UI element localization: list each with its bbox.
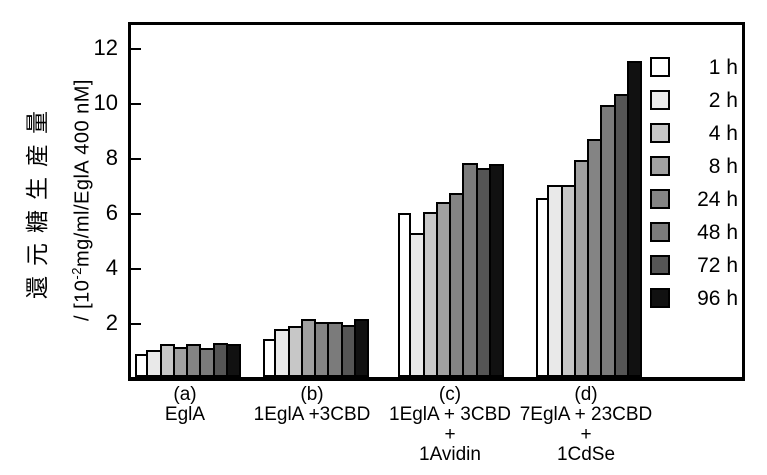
x-group-line: + [580, 424, 592, 445]
legend-swatch [650, 222, 670, 242]
x-group-line: 1Avidin [419, 444, 481, 465]
legend-item: 8 h [650, 154, 738, 178]
legend-swatch [650, 156, 670, 176]
y-tick-label: 6 [105, 200, 118, 225]
legend-item: 4 h [650, 121, 738, 145]
legend-label: 48 h [697, 220, 738, 244]
legend-swatch [650, 189, 670, 209]
legend-swatch [650, 288, 670, 308]
bar-group-d [536, 25, 642, 377]
bar [225, 344, 241, 377]
x-group-tag: (d) [574, 384, 598, 405]
y-tick-label: 8 [105, 145, 118, 170]
legend-label: 1 h [708, 55, 738, 79]
bar-group-a [135, 25, 241, 377]
legend-label: 96 h [697, 286, 738, 310]
bar [626, 60, 642, 377]
y-tick-mark [131, 213, 141, 215]
x-group-line: + [444, 424, 456, 445]
bar-group-c [398, 25, 504, 377]
x-axis-labels: (a) EglA (b) 1EglA +3CBD (c) 1EglA + 3CBD +1Av… [0, 378, 767, 475]
y-tick-label: 10 [93, 90, 118, 115]
y-tick-mark [131, 48, 141, 50]
legend-swatch [650, 123, 670, 143]
x-group-tag: (b) [300, 384, 324, 405]
x-group-line: 1CdSe [556, 444, 616, 465]
bar [353, 319, 369, 377]
y-tick-mark [131, 103, 141, 105]
y-tick-label: 12 [93, 35, 118, 60]
legend-item: 24 h [650, 187, 738, 211]
x-group-label-c: (c) 1EglA + 3CBD +1Avidin [355, 384, 545, 465]
y-tick-label: 2 [105, 310, 118, 335]
legend-swatch [650, 90, 670, 110]
bar-group-b [263, 25, 369, 377]
legend-item: 1 h [650, 55, 738, 79]
x-group-label-a: (a) EglA [90, 384, 280, 425]
legend-swatch [650, 57, 670, 77]
legend-item: 96 h [650, 286, 738, 310]
legend-label: 4 h [708, 121, 738, 145]
legend-swatch [650, 255, 670, 275]
legend: 1 h 2 h 4 h 8 h 24 h 48 h 72 h 96 h [650, 57, 738, 321]
y-axis-label-line1: 還元糖生産量 [24, 101, 50, 299]
x-group-tag: (c) [438, 384, 462, 405]
legend-label: 8 h [708, 154, 738, 178]
plot-area: 2 4 6 8 10 12 1 h 2 h 4 h 8 h 24 h 48 h 72 h 96 h [94, 22, 745, 381]
x-group-tag: (a) [173, 384, 197, 405]
bar [488, 163, 504, 377]
legend-label: 2 h [708, 88, 738, 112]
x-group-line: 1EglA + 3CBD [389, 404, 511, 425]
x-group-label-d: (d) 7EglA + 23CBD +1CdSe [491, 384, 681, 465]
legend-label: 24 h [697, 187, 738, 211]
x-group-line: EglA [164, 404, 206, 425]
x-group-line: 1EglA +3CBD [253, 404, 371, 425]
y-tick-mark [131, 158, 141, 160]
legend-item: 72 h [650, 253, 738, 277]
legend-item: 48 h [650, 220, 738, 244]
x-group-line: 7EglA + 23CBD [519, 404, 653, 425]
y-tick-mark [131, 268, 141, 270]
y-tick-label: 4 [105, 255, 118, 280]
x-group-label-b: (b) 1EglA +3CBD [217, 384, 407, 425]
legend-item: 2 h [650, 88, 738, 112]
y-tick-mark [131, 323, 141, 325]
legend-label: 72 h [697, 253, 738, 277]
